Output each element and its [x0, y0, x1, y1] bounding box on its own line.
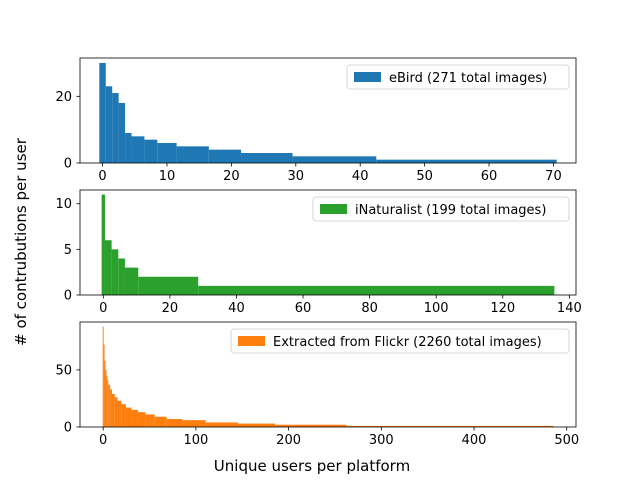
- histogram-bar: [166, 419, 183, 427]
- x-tick-label: 200: [276, 433, 301, 448]
- legend-box: [230, 328, 570, 354]
- y-tick-label: 0: [64, 289, 72, 304]
- y-tick-label: 50: [55, 363, 72, 378]
- x-tick-label: 140: [557, 301, 582, 316]
- histogram-bar: [108, 384, 111, 427]
- legend: eBird (271 total images): [346, 64, 570, 90]
- histogram-bar: [105, 369, 107, 427]
- histogram-bar: [138, 276, 199, 295]
- y-tick-label: 0: [64, 421, 72, 436]
- histogram-bar: [144, 139, 158, 163]
- legend: Extracted from Flickr (2260 total images…: [230, 328, 570, 354]
- histogram-bar: [154, 416, 167, 427]
- histogram-bar: [102, 326, 104, 427]
- x-tick-label: 300: [369, 433, 394, 448]
- histogram-bar: [275, 424, 347, 427]
- histogram-bar: [125, 407, 132, 427]
- x-tick-label: 20: [162, 301, 179, 316]
- x-tick-label: 20: [223, 169, 240, 184]
- histogram-bar: [131, 409, 138, 427]
- x-tick-label: 500: [554, 433, 579, 448]
- histogram-bar: [118, 103, 126, 163]
- x-tick-label: 50: [416, 169, 433, 184]
- histogram-bar: [117, 400, 122, 427]
- x-tick-label: 100: [424, 301, 449, 316]
- histogram-bar: [101, 194, 105, 295]
- x-tick-label: 0: [99, 301, 107, 316]
- x-tick-label: 80: [361, 301, 378, 316]
- histogram-bar: [208, 149, 242, 163]
- x-tick-label: 100: [183, 433, 208, 448]
- histogram-bar: [157, 143, 177, 163]
- x-tick-label: 120: [490, 301, 515, 316]
- histogram-bar: [205, 422, 239, 427]
- histogram-bar: [346, 425, 554, 427]
- x-tick-label: 0: [98, 169, 106, 184]
- legend-label: Extracted from Flickr (2260 total images…: [273, 335, 542, 350]
- histogram-bar: [121, 404, 126, 427]
- y-tick-label: 0: [64, 157, 72, 172]
- histogram-bar: [110, 389, 112, 427]
- x-tick-label: 60: [481, 169, 498, 184]
- x-tick-label: 70: [545, 169, 562, 184]
- x-tick-label: 0: [99, 433, 107, 448]
- histogram-bar: [99, 63, 106, 163]
- legend-swatch: [320, 204, 347, 214]
- x-tick-label: 40: [228, 301, 245, 316]
- histogram-bar: [112, 93, 119, 163]
- histogram-bar: [104, 240, 112, 295]
- histogram-bar: [131, 136, 145, 163]
- x-tick-label: 40: [352, 169, 369, 184]
- histogram-bar: [104, 360, 106, 427]
- y-tick-label: 10: [55, 197, 72, 212]
- x-tick-label: 400: [462, 433, 487, 448]
- x-tick-label: 10: [159, 169, 176, 184]
- y-axis-label: # of contrubutions per user: [12, 137, 30, 346]
- histogram-bar: [182, 420, 206, 427]
- legend-swatch: [238, 336, 265, 346]
- legend-label: iNaturalist (199 total images): [355, 203, 546, 218]
- histogram-panel-2: 0 20 40 60 80 100 120 140 0 5 10 iNaturalist (199 t…: [55, 189, 582, 316]
- histogram-bar: [125, 133, 132, 163]
- axes-frame: [79, 321, 577, 428]
- legend-box: [312, 196, 570, 222]
- histogram-bar: [137, 412, 146, 427]
- histogram-bar: [118, 258, 125, 295]
- axes-frame: [79, 57, 577, 164]
- histogram-bar: [111, 249, 119, 295]
- histogram-bar: [198, 285, 555, 295]
- y-tick-label: 5: [64, 243, 72, 258]
- x-axis-label: Unique users per platform: [214, 457, 410, 475]
- legend-box: [346, 64, 570, 90]
- x-tick-label: 30: [288, 169, 305, 184]
- histogram-bar: [376, 159, 557, 163]
- legend-swatch: [354, 72, 381, 82]
- y-tick-label: 20: [55, 90, 72, 105]
- x-tick-label: 60: [295, 301, 312, 316]
- legend-label: eBird (271 total images): [389, 71, 547, 86]
- histogram-bar: [176, 146, 209, 163]
- histogram-bar: [103, 344, 105, 427]
- histogram-bar: [114, 397, 118, 427]
- histogram-panel-3: 0 100 200 300 400 500 0 50 Extracted from Flickr…: [55, 321, 579, 448]
- histogram-bar: [105, 86, 113, 163]
- histogram-panel-1: 0 10 20 30 40 50 60 70 0 20 eBird (271 total image…: [55, 57, 577, 184]
- axes-frame: [79, 189, 577, 296]
- histogram-bar: [238, 423, 276, 427]
- histogram-bar: [145, 414, 155, 427]
- histogram-bar: [107, 380, 109, 427]
- histogram-bar: [111, 393, 115, 427]
- histogram-bar: [241, 153, 293, 163]
- histogram-bar: [292, 156, 377, 163]
- histogram-bar: [106, 375, 108, 427]
- histogram-bar: [124, 267, 139, 295]
- legend: iNaturalist (199 total images): [312, 196, 570, 222]
